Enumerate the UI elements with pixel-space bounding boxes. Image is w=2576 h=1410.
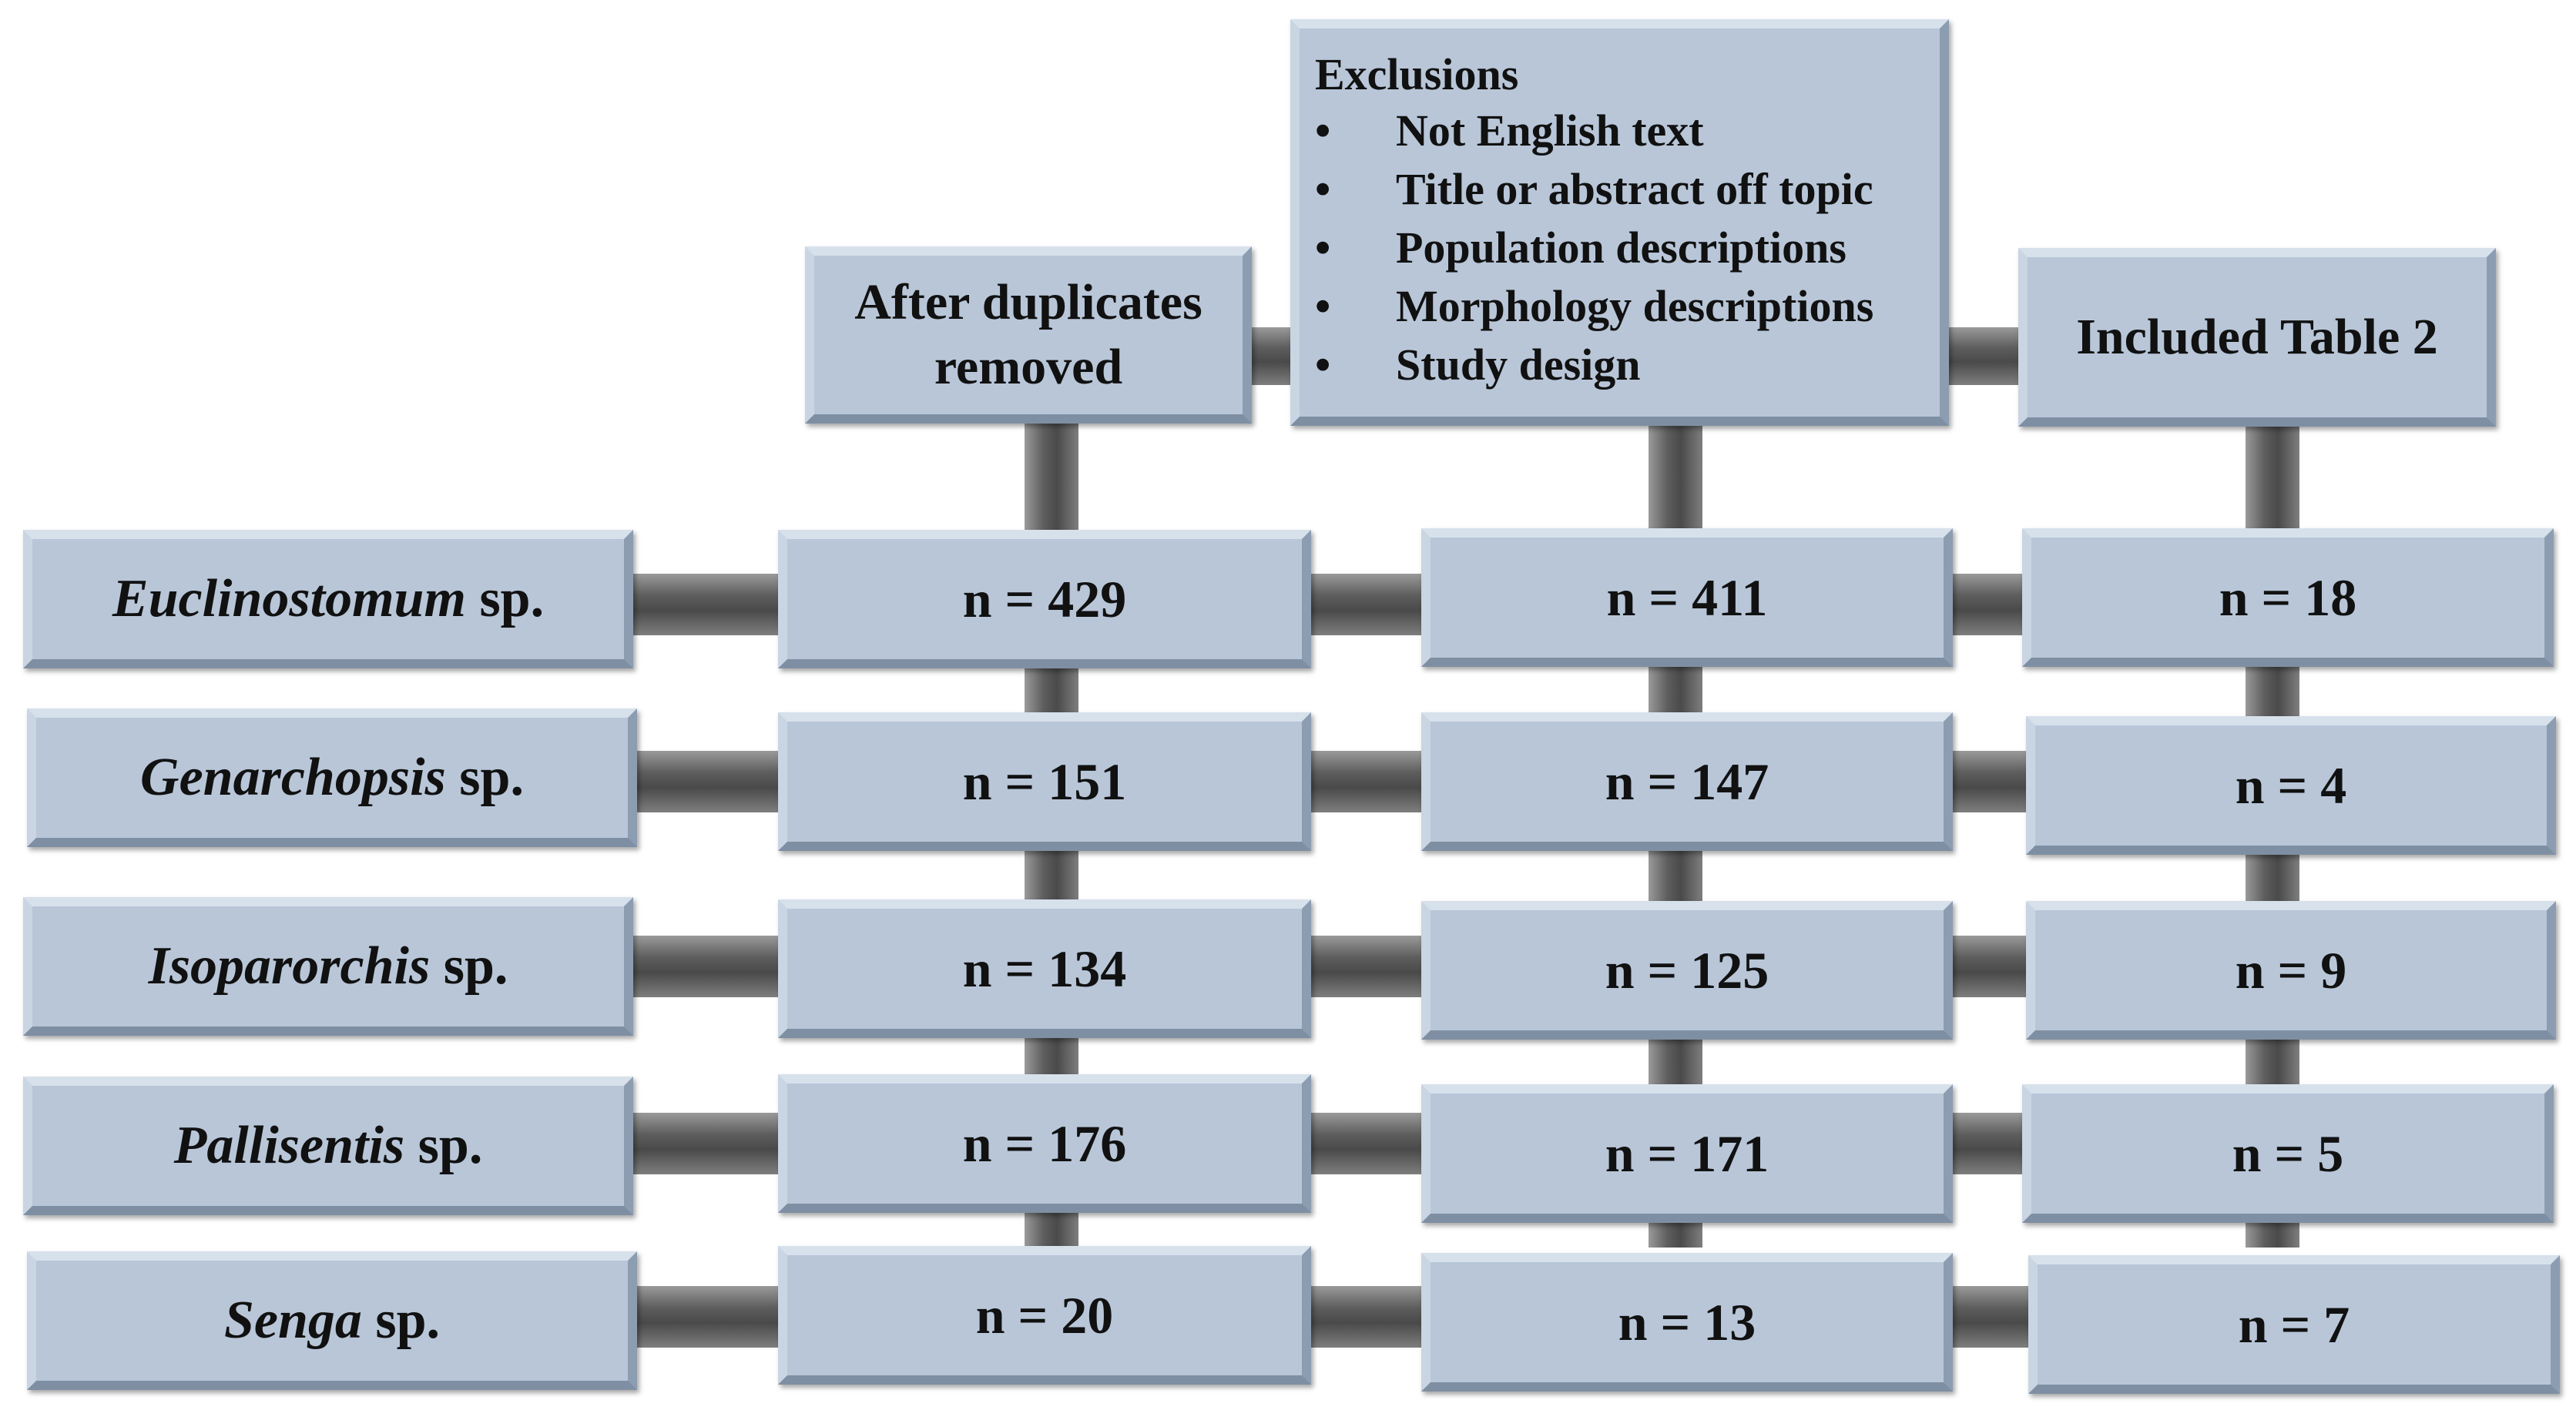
species-senga: Senga sp. bbox=[27, 1251, 637, 1390]
exclusion-text: Title or abstract off topic bbox=[1396, 164, 1873, 214]
exclusions-box: Exclusions • Not English text • Title or a… bbox=[1290, 19, 1949, 426]
species-pallisentis: Pallisentis sp. bbox=[23, 1077, 633, 1215]
count-value: n = 20 bbox=[975, 1285, 1114, 1345]
exclusion-item: • Morphology descriptions bbox=[1315, 277, 1940, 336]
exclusion-item: • Title or abstract off topic bbox=[1315, 160, 1940, 219]
species-isoparorchis: Isoparorchis sp. bbox=[23, 897, 633, 1036]
bullet: • bbox=[1315, 105, 1331, 156]
bullet: • bbox=[1315, 164, 1331, 214]
count-excluded: n = 147 bbox=[1421, 712, 1953, 851]
bullet: • bbox=[1315, 340, 1331, 390]
exclusion-item: • Not English text bbox=[1315, 102, 1940, 160]
count-value: n = 5 bbox=[2232, 1124, 2344, 1183]
count-value: n = 147 bbox=[1605, 752, 1769, 811]
count-value: n = 18 bbox=[2219, 568, 2357, 627]
count-included: n = 9 bbox=[2026, 901, 2556, 1040]
count-after-duplicates: n = 151 bbox=[778, 712, 1311, 851]
count-included: n = 18 bbox=[2022, 528, 2554, 667]
species-suffix: sp. bbox=[418, 1116, 483, 1175]
count-excluded: n = 125 bbox=[1421, 901, 1953, 1040]
species-suffix: sp. bbox=[479, 569, 545, 628]
count-value: n = 171 bbox=[1605, 1124, 1769, 1183]
exclusion-text: Study design bbox=[1396, 340, 1641, 390]
count-value: n = 151 bbox=[962, 752, 1127, 811]
exclusion-item: • Study design bbox=[1315, 336, 1940, 394]
exclusions-list: • Not English text • Title or abstract off… bbox=[1315, 102, 1940, 394]
count-value: n = 176 bbox=[962, 1114, 1127, 1173]
count-value: n = 125 bbox=[1605, 940, 1769, 1000]
exclusion-text: Population descriptions bbox=[1396, 223, 1846, 273]
count-value: n = 4 bbox=[2235, 755, 2347, 815]
bullet: • bbox=[1315, 223, 1331, 273]
header-after-duplicates-label: After duplicates removed bbox=[854, 273, 1202, 395]
species-suffix: sp. bbox=[443, 936, 508, 996]
exclusion-text: Morphology descriptions bbox=[1396, 281, 1874, 331]
count-value: n = 411 bbox=[1606, 568, 1768, 627]
count-value: n = 429 bbox=[962, 569, 1127, 628]
count-after-duplicates: n = 176 bbox=[778, 1074, 1311, 1213]
genus-name: Pallisentis bbox=[173, 1116, 405, 1175]
count-excluded: n = 13 bbox=[1421, 1253, 1953, 1392]
header-included-label: Included Table 2 bbox=[2076, 308, 2438, 365]
count-included: n = 7 bbox=[2028, 1255, 2560, 1394]
count-value: n = 7 bbox=[2238, 1294, 2350, 1354]
species-euclinostomum: Euclinostomum sp. bbox=[23, 530, 633, 668]
count-after-duplicates: n = 20 bbox=[778, 1246, 1311, 1385]
count-included: n = 4 bbox=[2026, 716, 2556, 855]
count-value: n = 9 bbox=[2235, 940, 2347, 1000]
count-value: n = 13 bbox=[1618, 1292, 1756, 1351]
genus-name: Senga bbox=[223, 1291, 362, 1350]
species-suffix: sp. bbox=[375, 1291, 441, 1350]
count-value: n = 134 bbox=[962, 939, 1127, 998]
genus-name: Euclinostomum bbox=[112, 569, 466, 628]
exclusions-title: Exclusions bbox=[1315, 49, 1519, 99]
count-excluded: n = 411 bbox=[1421, 528, 1953, 667]
exclusion-text: Not English text bbox=[1396, 105, 1704, 156]
header-included: Included Table 2 bbox=[2018, 248, 2496, 427]
exclusion-item: • Population descriptions bbox=[1315, 219, 1940, 277]
bullet: • bbox=[1315, 281, 1331, 331]
species-genarchopsis: Genarchopsis sp. bbox=[27, 708, 637, 847]
header-after-duplicates: After duplicates removed bbox=[805, 246, 1252, 424]
count-after-duplicates: n = 429 bbox=[778, 530, 1311, 668]
count-after-duplicates: n = 134 bbox=[778, 899, 1311, 1038]
count-included: n = 5 bbox=[2022, 1084, 2554, 1223]
genus-name: Isoparorchis bbox=[148, 936, 431, 996]
count-excluded: n = 171 bbox=[1421, 1084, 1953, 1223]
genus-name: Genarchopsis bbox=[140, 748, 446, 807]
species-suffix: sp. bbox=[459, 748, 524, 807]
